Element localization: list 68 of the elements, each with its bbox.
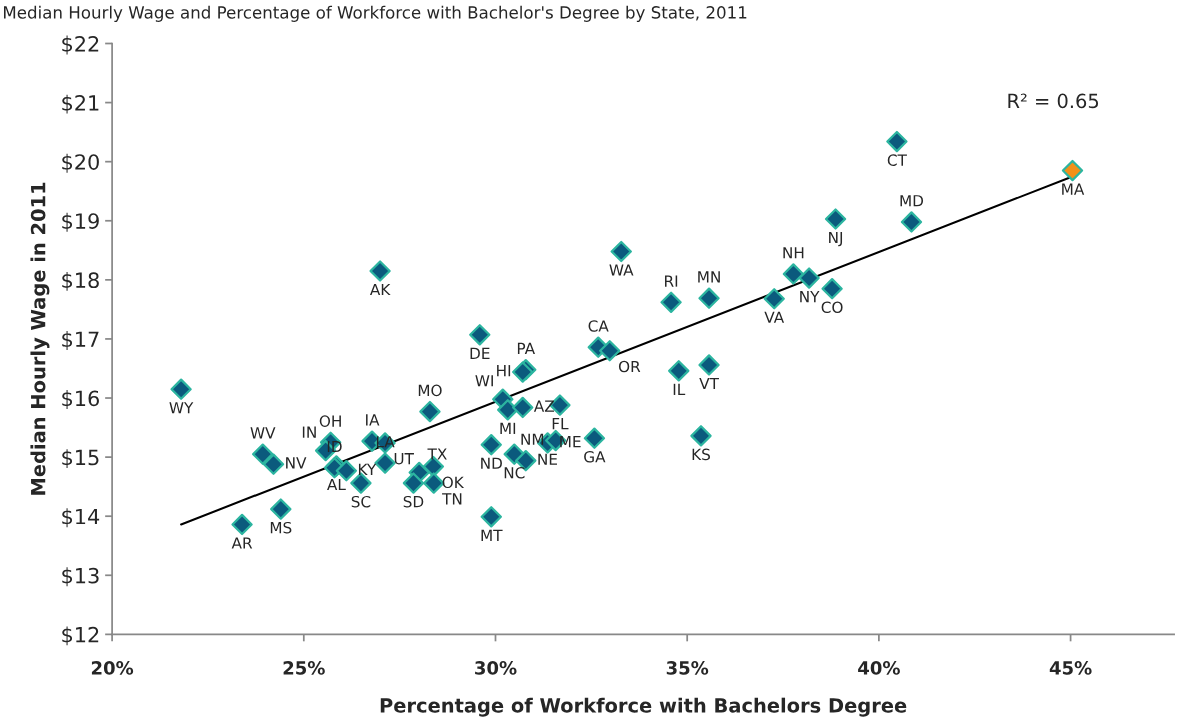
y-tick-label: $20 bbox=[62, 153, 99, 173]
data-label: IL bbox=[673, 383, 686, 395]
data-label: ND bbox=[481, 457, 502, 469]
data-label: NE bbox=[538, 453, 557, 465]
y-tick-label: $13 bbox=[62, 567, 99, 587]
data-label: MO bbox=[418, 384, 442, 397]
data-label: AR bbox=[231, 537, 253, 549]
x-axis-title: Percentage of Workforce with Bachelors Degree bbox=[380, 697, 907, 717]
data-label: KS bbox=[692, 448, 710, 461]
data-label: WI bbox=[475, 375, 493, 387]
data-label: CT bbox=[887, 154, 907, 166]
y-tick-label: $16 bbox=[62, 390, 99, 409]
y-tick-label: $18 bbox=[62, 271, 99, 291]
data-label: MA bbox=[1062, 183, 1085, 195]
data-label: MI bbox=[500, 422, 516, 434]
data-label: DE bbox=[470, 347, 490, 359]
data-label: PA bbox=[517, 342, 535, 354]
data-label: NV bbox=[286, 457, 307, 469]
data-label: FL bbox=[552, 418, 569, 430]
data-label: AK bbox=[369, 283, 391, 296]
data-label: NH bbox=[783, 247, 804, 259]
data-label: NY bbox=[800, 291, 820, 303]
x-tick-label: 45% bbox=[1049, 661, 1092, 675]
y-tick-label: $17 bbox=[62, 331, 99, 350]
data-label: OR bbox=[618, 360, 641, 373]
data-label: CA bbox=[588, 320, 609, 332]
data-label: WV bbox=[250, 427, 276, 439]
data-label: UT bbox=[394, 453, 414, 465]
data-label: CO bbox=[821, 301, 843, 314]
data-label: NJ bbox=[829, 231, 843, 247]
annotation: R² = 0.65 bbox=[1008, 93, 1099, 109]
x-tick-label: 35% bbox=[666, 661, 709, 675]
y-tick-label: $12 bbox=[62, 626, 99, 646]
data-label: NC bbox=[504, 466, 525, 479]
x-tick-label: 30% bbox=[475, 661, 517, 675]
x-tick-label: 20% bbox=[91, 661, 134, 675]
data-label: VA bbox=[764, 311, 785, 323]
y-tick-label: $15 bbox=[62, 449, 99, 469]
y-tick-label: $22 bbox=[62, 35, 99, 55]
data-label: IN bbox=[302, 426, 316, 438]
y-tick-label: $19 bbox=[62, 212, 99, 232]
data-label: HI bbox=[497, 365, 511, 377]
chart-title: Median Hourly Wage and Percentage of Workforce with Bachelor's Degree by State, 2011 bbox=[4, 5, 747, 22]
data-label: OH bbox=[319, 415, 341, 427]
data-label: VT bbox=[699, 377, 719, 390]
data-label: MT bbox=[481, 529, 503, 541]
data-label: WA bbox=[609, 264, 634, 276]
data-label: OK bbox=[442, 476, 465, 489]
data-label: KY bbox=[358, 463, 377, 475]
data-label: MD bbox=[900, 195, 924, 207]
x-tick-label: 40% bbox=[858, 661, 900, 675]
data-label: AL bbox=[327, 478, 346, 491]
data-label: SD bbox=[403, 495, 424, 508]
data-label: GA bbox=[584, 450, 606, 463]
x-tick-label: 25% bbox=[283, 661, 325, 675]
y-tick-label: $14 bbox=[62, 508, 100, 528]
data-label: SC bbox=[351, 495, 371, 508]
data-label: RI bbox=[665, 275, 678, 287]
data-label: TN bbox=[442, 493, 462, 505]
data-label: MN bbox=[698, 271, 720, 283]
data-label: MS bbox=[270, 521, 292, 534]
data-label: IA bbox=[366, 414, 380, 426]
data-label: TX bbox=[427, 448, 447, 460]
data-label: ID bbox=[327, 440, 342, 453]
data-label: WY bbox=[169, 402, 194, 414]
y-axis-title: Median Hourly Wage in 2011 bbox=[30, 182, 50, 495]
data-label: NM bbox=[521, 433, 544, 445]
y-tick-label: $21 bbox=[62, 94, 99, 114]
